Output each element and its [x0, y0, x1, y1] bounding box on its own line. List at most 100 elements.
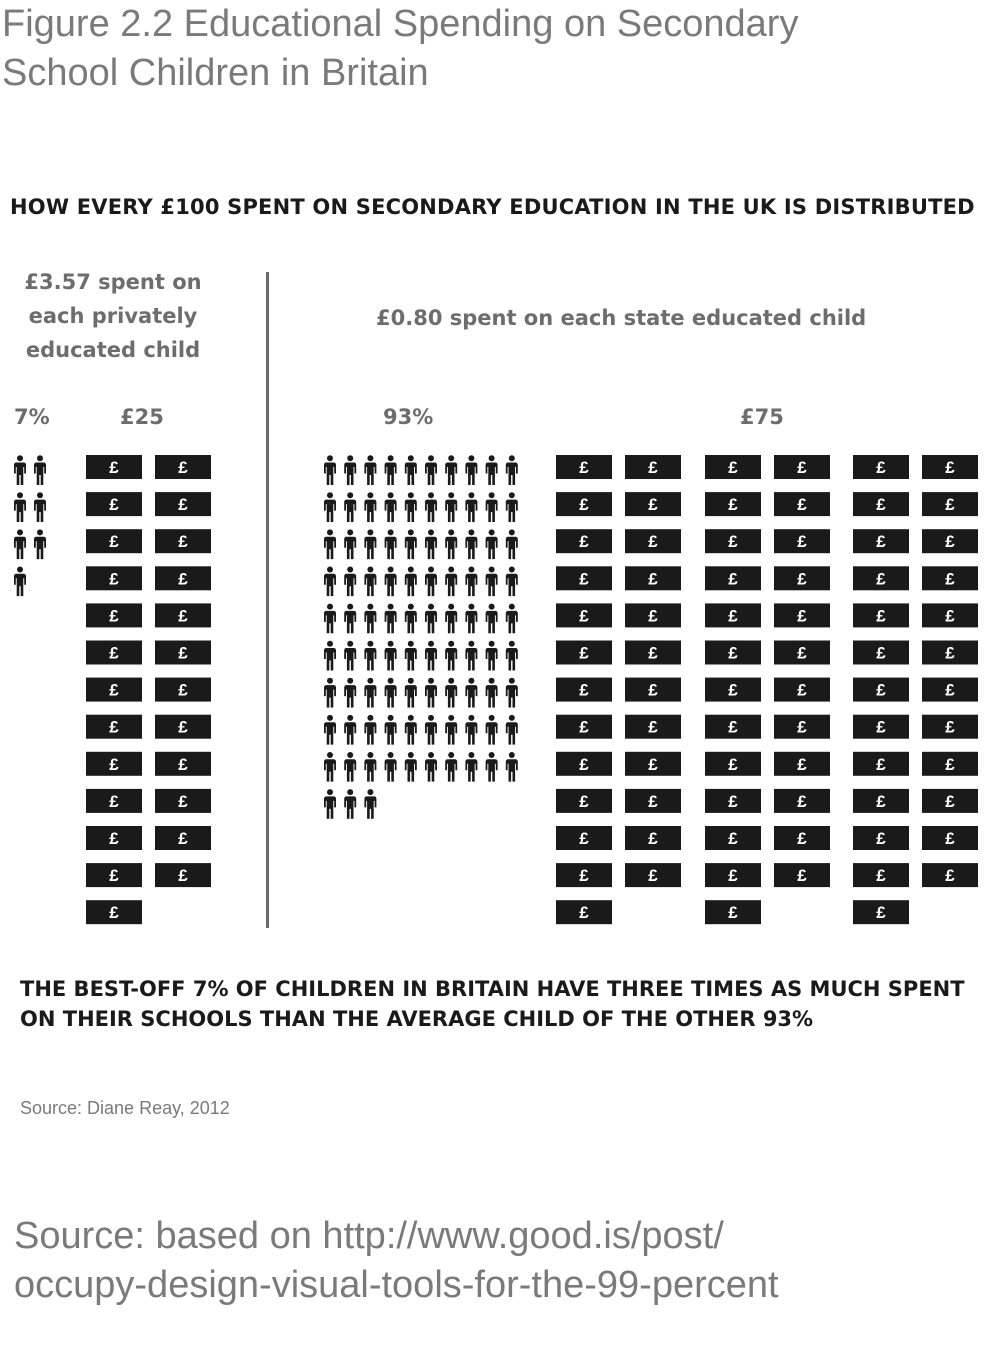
- person-icon: [324, 529, 336, 560]
- svg-text:£: £: [648, 532, 658, 551]
- person-icon: [404, 529, 417, 560]
- pound-note-icon: £: [86, 455, 142, 479]
- pound-note-icon: £: [556, 788, 612, 813]
- pound-note-icon: £: [86, 900, 142, 925]
- svg-text:£: £: [579, 755, 589, 774]
- pound-note-icon: £: [853, 826, 909, 850]
- svg-text:£: £: [876, 792, 886, 811]
- svg-text:£: £: [109, 866, 119, 885]
- person-icon: [485, 529, 498, 560]
- svg-text:£: £: [945, 606, 955, 625]
- person-icon: [404, 752, 417, 782]
- svg-text:£: £: [728, 569, 738, 588]
- pound-note-icon: £: [853, 714, 909, 739]
- svg-text:£: £: [648, 458, 658, 477]
- state-spend-label: £0.80 spent on each state educated child: [376, 306, 867, 330]
- person-icon: [34, 492, 46, 523]
- svg-text:£: £: [876, 606, 886, 625]
- pound-note-icon: £: [705, 603, 761, 628]
- svg-text:£: £: [797, 495, 807, 514]
- pound-note-icon: £: [86, 826, 142, 850]
- svg-text:£: £: [579, 792, 589, 811]
- svg-text:£: £: [728, 606, 738, 625]
- person-icon: [384, 529, 397, 560]
- person-icon: [34, 529, 46, 560]
- svg-text:£: £: [579, 458, 589, 477]
- svg-text:£: £: [579, 681, 589, 700]
- pound-note-icon: £: [853, 751, 909, 776]
- pound-note-icon: £: [853, 529, 909, 554]
- person-icon: [445, 455, 458, 485]
- person-icon: [485, 677, 498, 708]
- svg-text:£: £: [797, 866, 807, 885]
- person-icon: [344, 789, 357, 819]
- pound-note-icon: £: [155, 714, 211, 739]
- pound-note-icon: £: [155, 603, 211, 628]
- state-population-label: 93%: [383, 405, 434, 429]
- pound-note-icon: £: [922, 751, 978, 776]
- svg-text:£: £: [648, 606, 658, 625]
- person-icon: [14, 492, 26, 523]
- svg-text:£: £: [945, 495, 955, 514]
- svg-text:£: £: [797, 458, 807, 477]
- svg-text:£: £: [876, 866, 886, 885]
- svg-text:£: £: [728, 681, 738, 700]
- svg-text:£: £: [109, 644, 119, 663]
- person-icon: [364, 492, 377, 523]
- person-icon: [505, 714, 518, 745]
- svg-text:£: £: [579, 644, 589, 663]
- person-icon: [485, 640, 498, 671]
- svg-text:£: £: [876, 718, 886, 737]
- pound-note-icon: £: [625, 492, 681, 517]
- svg-text:£: £: [648, 569, 658, 588]
- svg-text:£: £: [945, 829, 955, 848]
- person-icon: [425, 677, 437, 708]
- pound-note-icon: £: [853, 492, 909, 517]
- svg-text:£: £: [178, 829, 188, 848]
- svg-text:£: £: [648, 755, 658, 774]
- person-icon: [505, 455, 518, 485]
- person-icon: [465, 455, 478, 485]
- pound-note-icon: £: [155, 826, 211, 850]
- pound-note-icon: £: [705, 455, 761, 479]
- pound-note-icon: £: [774, 714, 830, 739]
- pound-note-icon: £: [774, 826, 830, 850]
- person-icon: [344, 714, 357, 745]
- person-icon: [344, 566, 357, 597]
- pound-note-icon: £: [86, 529, 142, 554]
- svg-text:£: £: [109, 718, 119, 737]
- person-icon: [465, 603, 478, 634]
- svg-text:£: £: [876, 569, 886, 588]
- pound-note-icon: £: [556, 566, 612, 591]
- source-credit: Source: based on http://www.good.is/post…: [14, 1212, 779, 1310]
- person-icon: [485, 714, 498, 745]
- pound-note-icon: £: [155, 566, 211, 591]
- person-icon: [364, 752, 377, 782]
- pound-note-icon: £: [556, 455, 612, 479]
- person-icon: [34, 455, 46, 485]
- pound-note-icon: £: [774, 751, 830, 776]
- svg-text:£: £: [797, 606, 807, 625]
- person-icon: [14, 566, 26, 597]
- person-icon: [384, 455, 397, 485]
- svg-text:£: £: [109, 532, 119, 551]
- chart-subtitle: HOW EVERY £100 SPENT ON SECONDARY EDUCAT…: [10, 195, 975, 219]
- svg-text:£: £: [579, 495, 589, 514]
- pound-note-icon: £: [774, 529, 830, 554]
- pound-note-icon: £: [705, 566, 761, 591]
- pound-note-icon: £: [922, 603, 978, 628]
- person-icon: [465, 566, 478, 597]
- pound-note-icon: £: [922, 826, 978, 850]
- pound-note-icon: £: [705, 826, 761, 850]
- svg-text:£: £: [728, 495, 738, 514]
- pound-note-icon: £: [556, 826, 612, 850]
- pound-note-icon: £: [86, 492, 142, 517]
- person-icon: [324, 714, 336, 745]
- person-icon: [505, 752, 518, 782]
- person-icon: [465, 677, 478, 708]
- pound-note-icon: £: [705, 677, 761, 702]
- pound-note-icon: £: [853, 788, 909, 813]
- person-icon: [505, 529, 518, 560]
- pound-note-icon: £: [625, 677, 681, 702]
- person-icon: [445, 714, 458, 745]
